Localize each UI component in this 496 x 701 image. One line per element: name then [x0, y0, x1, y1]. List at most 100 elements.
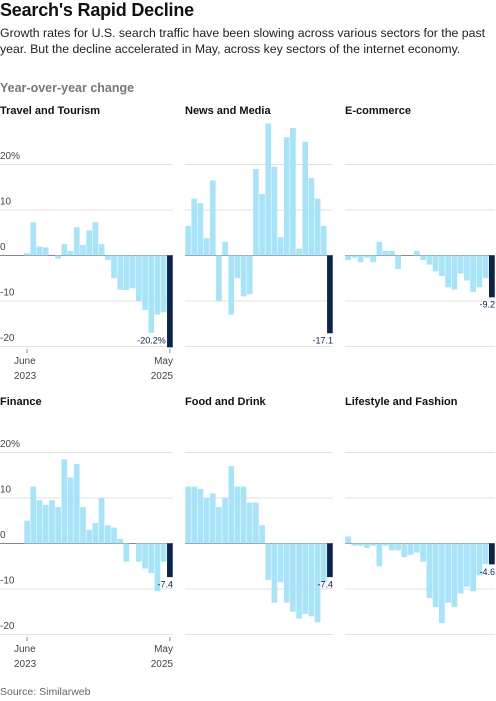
bar — [61, 244, 68, 256]
y-tick-label: 10 — [0, 197, 12, 208]
bar — [136, 543, 142, 562]
bar — [271, 543, 278, 603]
bar — [73, 227, 80, 256]
bar — [240, 486, 247, 544]
bar — [154, 255, 161, 315]
bar — [36, 500, 43, 544]
subtitle: Growth rates for U.S. search traffic hav… — [0, 26, 486, 56]
bar — [420, 543, 426, 562]
panel-title: Travel and Tourism — [0, 105, 100, 117]
bar — [265, 543, 272, 580]
bar — [222, 241, 228, 256]
bar — [246, 255, 253, 295]
bar — [357, 543, 364, 546]
bar — [92, 523, 99, 544]
bar — [30, 222, 37, 256]
bar — [376, 241, 383, 256]
bar — [283, 137, 290, 256]
bar — [167, 255, 173, 348]
bar — [376, 543, 383, 567]
bar — [395, 255, 401, 270]
x-tick-label: May 2025 — [151, 644, 174, 670]
x-tick-label: May 2025 — [151, 356, 174, 382]
bar — [314, 543, 321, 623]
bar — [327, 543, 333, 578]
value-label: -9.2 — [479, 300, 495, 310]
value-label: -4.6 — [479, 567, 495, 577]
bar — [389, 543, 395, 551]
bar — [142, 255, 148, 311]
bar — [80, 245, 86, 256]
y-tick-label: -10 — [0, 576, 15, 587]
y-tick-label: 20% — [0, 151, 20, 162]
bar — [302, 141, 309, 256]
bar — [240, 255, 247, 297]
bar — [86, 230, 93, 256]
bar — [67, 477, 74, 544]
source: Source: Similarweb — [0, 686, 91, 698]
bar — [36, 246, 43, 256]
bar — [228, 466, 235, 544]
bar — [351, 543, 358, 546]
bar — [308, 543, 315, 617]
value-label: -7.4 — [317, 580, 333, 590]
bar — [148, 255, 155, 333]
bar — [98, 497, 105, 544]
title: Search's Rapid Decline — [0, 0, 194, 20]
bar — [277, 543, 284, 583]
bar — [104, 525, 111, 544]
panel-title: News and Media — [185, 105, 271, 117]
bar — [61, 459, 68, 544]
bar — [92, 222, 99, 256]
bar — [489, 255, 495, 298]
bar — [49, 500, 55, 544]
panel-title: E-commerce — [345, 105, 411, 117]
bar — [228, 255, 235, 315]
value-label: -20.2% — [137, 336, 166, 346]
bar — [185, 486, 191, 544]
bar — [464, 255, 470, 281]
bar — [259, 194, 265, 256]
bar — [451, 543, 458, 608]
bar — [382, 250, 389, 256]
bar — [55, 507, 61, 544]
bar — [265, 123, 272, 256]
bar — [136, 255, 142, 301]
bar — [111, 255, 117, 279]
bar — [24, 253, 30, 256]
y-axis-label: Year-over-year change — [0, 81, 135, 95]
bar — [191, 486, 198, 544]
bar — [457, 543, 464, 594]
bar — [129, 255, 136, 289]
bar — [123, 543, 130, 562]
bar — [364, 543, 370, 549]
bar — [216, 507, 222, 544]
bar — [111, 527, 117, 544]
bar — [426, 543, 433, 599]
y-tick-label: 10 — [0, 485, 12, 496]
bar — [420, 255, 426, 261]
bar — [197, 203, 204, 256]
bar — [148, 543, 155, 574]
bar — [395, 543, 401, 551]
bar — [259, 525, 265, 544]
bar — [73, 463, 80, 544]
y-tick-label: 20% — [0, 439, 20, 450]
bar — [445, 543, 451, 603]
bar — [320, 225, 327, 256]
bar — [209, 180, 216, 256]
bar — [55, 255, 61, 259]
bar — [482, 255, 489, 279]
bar — [290, 543, 296, 612]
bar — [489, 543, 495, 565]
bar — [246, 502, 253, 544]
bar — [407, 543, 414, 555]
bar — [154, 543, 161, 592]
bar — [476, 255, 483, 288]
bar — [253, 169, 259, 256]
bar — [389, 250, 395, 256]
bar — [451, 255, 458, 290]
bar — [86, 529, 93, 544]
value-label: -17.1 — [312, 336, 333, 346]
